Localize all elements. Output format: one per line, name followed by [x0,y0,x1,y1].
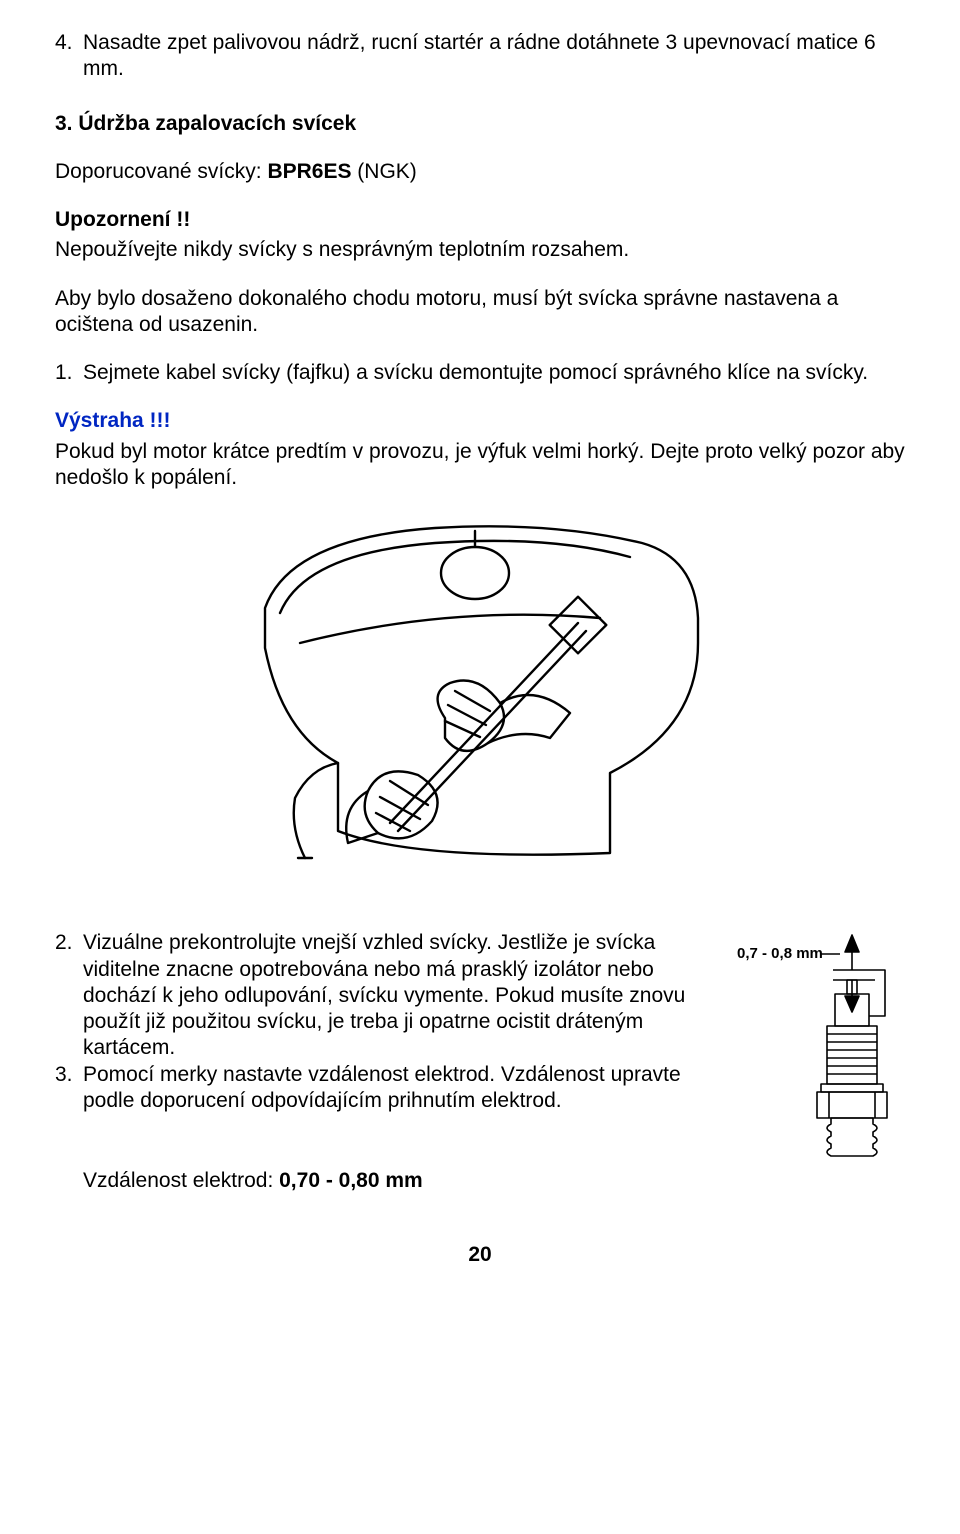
setup-paragraph: Aby bylo dosaženo dokonalého chodu motor… [55,286,905,339]
steps-2-3-row: 2. Vizuálne prekontrolujte vnejší vzhled… [55,930,905,1167]
spark-plug-removal-diagram [55,513,905,890]
step-4-num: 4. [55,30,83,83]
recommended-spark-plug: Doporucované svícky: BPR6ES (NGK) [55,159,905,185]
step-2-text: Vizuálne prekontrolujte vnejší vzhled sv… [83,930,727,1061]
step-3-text: Pomocí merky nastavte vzdálenost elektro… [83,1062,727,1115]
gap-line-label: Vzdálenost elektrod: [83,1169,279,1192]
upozorneni-text: Nepoužívejte nikdy svícky s nesprávným t… [55,237,905,263]
recommended-value: BPR6ES [267,160,351,183]
vystraha-label: Výstraha !!! [55,409,171,432]
step-4: 4. Nasadte zpet palivovou nádrž, rucní s… [55,30,905,83]
step-1-num: 1. [55,360,83,386]
upozorneni-label-wrap: Upozornení !! [55,207,905,233]
step-2: 2. Vizuálne prekontrolujte vnejší vzhled… [55,930,727,1061]
step-2-num: 2. [55,930,83,1061]
section-3-heading: 3. Údržba zapalovacích svícek [55,111,905,137]
vystraha-text: Pokud byl motor krátce predtím v provozu… [55,439,905,492]
gap-line: Vzdálenost elektrod: 0,70 - 0,80 mm [83,1168,905,1194]
spark-plug-removal-svg [250,513,710,883]
gap-callout-text: 0,7 - 0,8 mm [737,945,823,962]
step-1-text: Sejmete kabel svícky (fajfku) a svícku d… [83,360,905,386]
gap-line-value: 0,70 - 0,80 mm [279,1169,423,1192]
recommended-brand: (NGK) [351,160,416,183]
page-number: 20 [55,1242,905,1268]
step-3-num: 3. [55,1062,83,1115]
step-3: 3. Pomocí merky nastavte vzdálenost elek… [55,1062,727,1115]
upozorneni-label: Upozornení !! [55,208,190,231]
vystraha-label-wrap: Výstraha !!! [55,408,905,434]
spark-plug-gap-svg: 0,7 - 0,8 mm [735,930,905,1160]
step-1: 1. Sejmete kabel svícky (fajfku) a svíck… [55,360,905,386]
step-4-text: Nasadte zpet palivovou nádrž, rucní star… [83,30,905,83]
section-3-title: 3. Údržba zapalovacích svícek [55,112,356,135]
spark-plug-gap-diagram: 0,7 - 0,8 mm [735,930,905,1167]
recommended-label: Doporucované svícky: [55,160,267,183]
